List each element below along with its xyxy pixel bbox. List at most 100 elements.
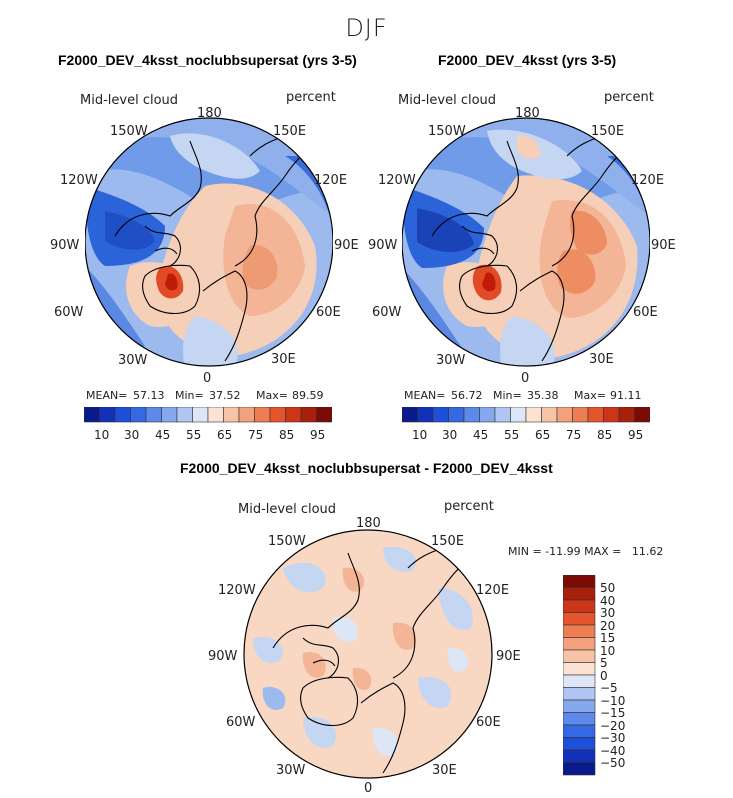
panel-1-cb-tick-65: 65 (217, 428, 233, 442)
panel-2-min-value: 35.38 (527, 389, 559, 402)
panel-1-cb-box-5 (145, 407, 162, 423)
panel-2-lon-60w: 60W (372, 305, 402, 320)
panel-3-cb-box-2 (563, 587, 596, 601)
panel-1-cb-box-7 (176, 407, 193, 423)
panel-3-cb-box-6 (563, 637, 596, 651)
panel-3-lon-30e: 30E (432, 763, 457, 778)
panel-3-title: F2000_DEV_4ksst_noclubbsupersat - F2000_… (180, 460, 553, 476)
panel-1-cb-box-10 (223, 407, 240, 423)
panel-2-lon-180: 180 (515, 106, 540, 121)
panel-2-lon-30e: 30E (589, 352, 614, 367)
panel-2-cb-box-15 (618, 407, 635, 423)
panel-2-cb-box-12 (572, 407, 589, 423)
panel-3-cb-tick-30: 30 (600, 606, 616, 620)
panel-2-lon-120e: 120E (631, 173, 665, 188)
panel-3-variable: Mid-level cloud (238, 502, 337, 517)
panel-1-lon-0: 0 (203, 371, 212, 386)
panel-1-lon-30w: 30W (118, 353, 148, 368)
panel-2-variable: Mid-level cloud (398, 93, 497, 108)
panel-1-cb-box-2 (99, 407, 116, 423)
panel-3-cb-box-3 (563, 599, 596, 613)
panel-2-cb-tick-65: 65 (535, 428, 551, 442)
panel-2-cb-box-11 (556, 407, 573, 423)
panel-1-cb-box-1 (84, 407, 100, 423)
panel-3-cb-box-4 (563, 612, 596, 626)
panel-1-lon-30e: 30E (271, 352, 296, 367)
panel-1-cb-box-11 (238, 407, 255, 423)
panel-2-cb-box-4 (448, 407, 465, 423)
panel-2-cb-box-14 (603, 407, 620, 423)
panel-1-min-label: Min= (175, 389, 204, 402)
panel-1-map-border (85, 117, 333, 367)
panel-1-cb-box-9 (207, 407, 224, 423)
panel-1-cb-tick-85: 85 (279, 428, 295, 442)
panel-3-lon-150e: 150E (431, 534, 465, 549)
panel-2-max-label: Max= (574, 389, 606, 402)
panel-1-cb-box-15 (300, 407, 317, 423)
panel-3-colorbar (563, 575, 596, 776)
panel-1-lon-150w: 150W (110, 124, 148, 139)
panel-3-cb-tick-neg40: −40 (600, 744, 626, 758)
panel-2-cb-tick-45: 45 (473, 428, 489, 442)
panel-1-cb-box-13 (269, 407, 286, 423)
panel-1-lon-120w: 120W (60, 173, 98, 188)
panel-3-lon-120e: 120E (476, 583, 510, 598)
panel-2-lon-30w: 30W (436, 353, 466, 368)
panel-1-cb-box-8 (192, 407, 209, 423)
panel-1-cb-tick-45: 45 (155, 428, 171, 442)
panel-3-lon-90e: 90E (496, 649, 521, 664)
panel-2-cb-box-13 (587, 407, 604, 423)
panel-3-units: percent (444, 499, 494, 514)
panel-2-cb-box-1 (402, 407, 418, 423)
panel-1-mean-label: MEAN= (86, 389, 128, 402)
panel-1-cb-tick-75: 75 (248, 428, 264, 442)
panel-1-lon-120e: 120E (314, 173, 348, 188)
panel-2-cb-box-10 (541, 407, 558, 423)
panel-3-cb-tick-10: 10 (600, 644, 616, 658)
panel-1-lon-150e: 150E (273, 124, 307, 139)
panel-2-cb-tick-10: 10 (412, 428, 428, 442)
panel-2-cb-tick-95: 95 (628, 428, 644, 442)
panel-3-lon-0: 0 (364, 781, 373, 796)
panel-1-cb-tick-10: 10 (94, 428, 110, 442)
panel-1-cb-box-4 (130, 407, 147, 423)
panel-3-cb-box-8 (563, 662, 596, 676)
panel-1-colorbar (84, 407, 332, 423)
panel-2-lon-150e: 150E (591, 124, 625, 139)
panel-1-min-value: 37.52 (209, 389, 241, 402)
panel-1-polar-map (85, 117, 333, 367)
panel-3-field (244, 530, 492, 778)
panel-3-cb-tick-neg10: −10 (600, 694, 626, 708)
panel-3-cb-box-15 (563, 749, 596, 763)
panel-2-lon-120w: 120W (378, 173, 416, 188)
panel-2-cb-box-8 (510, 407, 527, 423)
panel-1-field (85, 118, 333, 366)
panel-1-cb-box-14 (285, 407, 302, 423)
panel-1-cb-box-3 (114, 407, 131, 423)
panel-2-mean-value: 56.72 (451, 389, 483, 402)
panel-1-variable: Mid-level cloud (80, 93, 179, 108)
panel-1-max-label: Max= (256, 389, 288, 402)
panel-2-cb-box-3 (432, 407, 449, 423)
panel-3-lon-60e: 60E (476, 715, 501, 730)
panel-3-polar-map (243, 529, 493, 779)
panel-1-max-value: 89.59 (292, 389, 324, 402)
panel-1-title: F2000_DEV_4ksst_noclubbsupersat (yrs 3-5… (58, 52, 357, 68)
page-title: DJF (345, 14, 388, 42)
panel-2-max-value: 91.11 (610, 389, 642, 402)
panel-2-colorbar (402, 407, 650, 423)
panel-3-cb-tick-neg30: −30 (600, 731, 626, 745)
panel-2-lon-60e: 60E (633, 305, 658, 320)
panel-1-lon-90w: 90W (50, 238, 80, 253)
panel-3-cb-box-9 (563, 674, 596, 688)
panel-3-cb-tick-0: 0 (600, 669, 608, 683)
panel-3-cb-box-14 (563, 737, 596, 751)
panel-2-title: F2000_DEV_4ksst (yrs 3-5) (438, 52, 617, 68)
panel-2-cb-box-16 (634, 407, 650, 423)
panel-1-lon-60e: 60E (316, 305, 341, 320)
panel-3-cb-tick-40: 40 (600, 594, 616, 608)
panel-3-map-border (243, 529, 493, 779)
panel-3-cb-box-5 (563, 624, 596, 638)
panel-3-cb-tick-neg50: −50 (600, 756, 626, 770)
panel-1-cb-tick-55: 55 (186, 428, 202, 442)
